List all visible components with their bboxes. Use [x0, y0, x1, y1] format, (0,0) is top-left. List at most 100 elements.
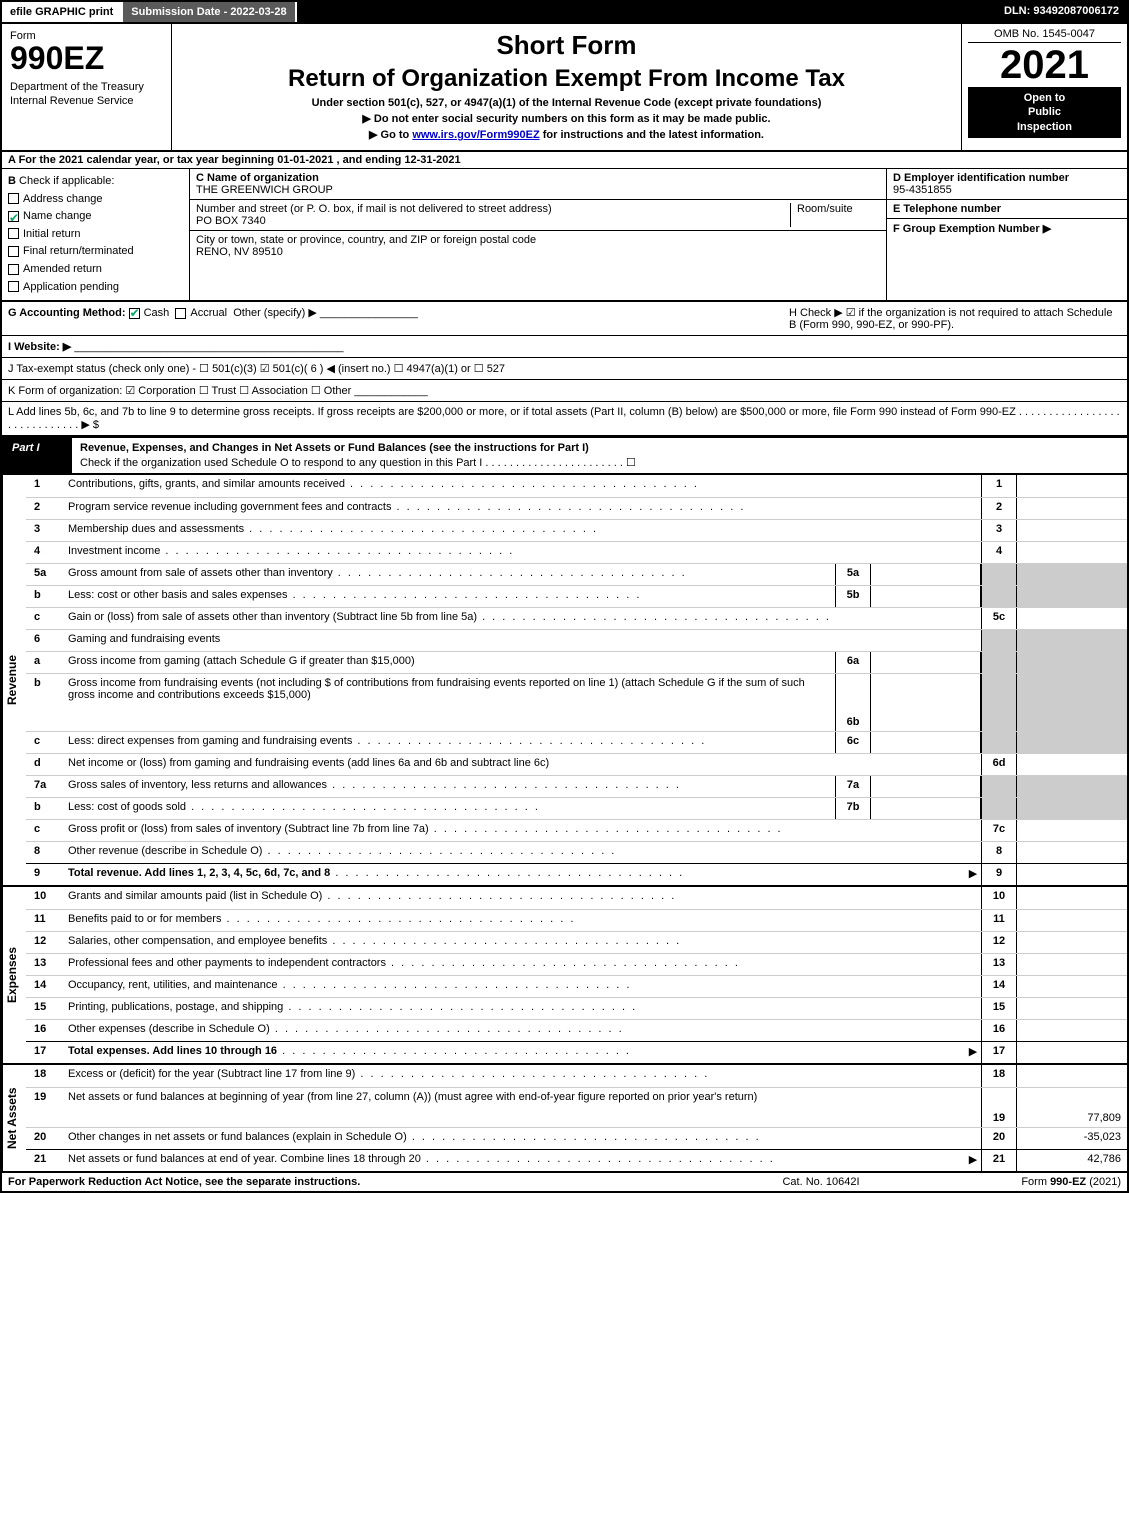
address-change-checkbox[interactable]: [8, 193, 19, 204]
line-6c: c Less: direct expenses from gaming and …: [26, 731, 1127, 753]
line-5b-num: b: [26, 586, 64, 607]
line-6c-rnum: [981, 732, 1017, 753]
line-6a-desc: Gross income from gaming (attach Schedul…: [64, 652, 835, 673]
section-a: A For the 2021 calendar year, or tax yea…: [0, 152, 1129, 168]
revenue-lines: 1 Contributions, gifts, grants, and simi…: [26, 475, 1127, 885]
line-5b-rval: [1017, 586, 1127, 607]
line-5a-num: 5a: [26, 564, 64, 585]
accrual-checkbox[interactable]: [175, 308, 186, 319]
expenses-block: Expenses 10 Grants and similar amounts p…: [0, 887, 1129, 1065]
subtitle-3: ▶ Go to www.irs.gov/Form990EZ for instru…: [180, 128, 953, 141]
line-7a-mid: 7a: [835, 776, 871, 797]
initial-return-label: Initial return: [23, 228, 80, 240]
line-9-val: [1017, 864, 1127, 885]
line-14-val: [1017, 976, 1127, 997]
line-6b-desc: Gross income from fundraising events (no…: [64, 674, 835, 731]
line-10-rnum: 10: [981, 887, 1017, 909]
room-suite-label: Room/suite: [797, 203, 853, 215]
line-1-rnum: 1: [981, 475, 1017, 497]
page-footer: For Paperwork Reduction Act Notice, see …: [0, 1173, 1129, 1193]
line-5a-rval: [1017, 564, 1127, 585]
line-8-rnum: 8: [981, 842, 1017, 863]
line-6a-rval: [1017, 652, 1127, 673]
line-21-desc: Net assets or fund balances at end of ye…: [64, 1150, 965, 1171]
application-pending-checkbox[interactable]: [8, 281, 19, 292]
name-change-label: Name change: [23, 210, 92, 222]
line-5a: 5a Gross amount from sale of assets othe…: [26, 563, 1127, 585]
line-5c-val: [1017, 608, 1127, 629]
name-change-checkbox[interactable]: [8, 211, 19, 222]
line-6b-num: b: [26, 674, 64, 731]
line-21-arrow-icon: ▶: [965, 1150, 981, 1171]
line-6d-num: d: [26, 754, 64, 775]
line-1: 1 Contributions, gifts, grants, and simi…: [26, 475, 1127, 497]
line-18-num: 18: [26, 1065, 64, 1087]
line-3-val: [1017, 520, 1127, 541]
line-4-val: [1017, 542, 1127, 563]
ein-label: D Employer identification number: [893, 172, 1069, 184]
main-title: Return of Organization Exempt From Incom…: [180, 65, 953, 93]
line-20-num: 20: [26, 1128, 64, 1149]
line-17-desc: Total expenses. Add lines 10 through 16: [64, 1042, 965, 1063]
line-3-rnum: 3: [981, 520, 1017, 541]
final-return-label: Final return/terminated: [23, 245, 134, 257]
line-7b: b Less: cost of goods sold 7b: [26, 797, 1127, 819]
cash-checkbox[interactable]: [129, 308, 140, 319]
form-code: 990EZ: [10, 42, 163, 74]
line-18-val: [1017, 1065, 1127, 1087]
line-12: 12 Salaries, other compensation, and emp…: [26, 931, 1127, 953]
line-11-rnum: 11: [981, 910, 1017, 931]
part-1-label: Part I: [2, 438, 72, 473]
line-3-desc: Membership dues and assessments: [64, 520, 981, 541]
line-1-num: 1: [26, 475, 64, 497]
footer-center: Cat. No. 10642I: [721, 1176, 921, 1188]
top-bar: efile GRAPHIC print Submission Date - 20…: [0, 0, 1129, 24]
line-6a-mid: 6a: [835, 652, 871, 673]
initial-return-checkbox[interactable]: [8, 228, 19, 239]
line-20: 20 Other changes in net assets or fund b…: [26, 1127, 1127, 1149]
line-5a-rnum: [981, 564, 1017, 585]
line-6a: a Gross income from gaming (attach Sched…: [26, 651, 1127, 673]
sub3-post: for instructions and the latest informat…: [540, 129, 764, 141]
part-1-header: Part I Revenue, Expenses, and Changes in…: [0, 437, 1129, 475]
line-9-rnum: 9: [981, 864, 1017, 885]
line-9-num: 9: [26, 864, 64, 885]
line-5a-midval: [871, 564, 981, 585]
row-l: L Add lines 5b, 6c, and 7b to line 9 to …: [0, 402, 1129, 437]
line-6a-num: a: [26, 652, 64, 673]
final-return-checkbox[interactable]: [8, 246, 19, 257]
line-7c-val: [1017, 820, 1127, 841]
line-8-val: [1017, 842, 1127, 863]
line-17-val: [1017, 1042, 1127, 1063]
line-12-desc: Salaries, other compensation, and employ…: [64, 932, 981, 953]
line-13-rnum: 13: [981, 954, 1017, 975]
line-12-rnum: 12: [981, 932, 1017, 953]
info-grid: B Check if applicable: Address change Na…: [0, 168, 1129, 302]
submission-date-label: Submission Date - 2022-03-28: [123, 2, 296, 22]
line-6-rval: [1017, 630, 1127, 651]
form-header: Form 990EZ Department of the Treasury In…: [0, 24, 1129, 152]
line-5a-desc: Gross amount from sale of assets other t…: [64, 564, 835, 585]
line-14-rnum: 14: [981, 976, 1017, 997]
line-6b-midval: [871, 674, 981, 731]
line-18-rnum: 18: [981, 1065, 1017, 1087]
open-to-public-box: Open to Public Inspection: [968, 87, 1121, 138]
line-15-val: [1017, 998, 1127, 1019]
amended-return-checkbox[interactable]: [8, 264, 19, 275]
line-7b-num: b: [26, 798, 64, 819]
line-7b-rnum: [981, 798, 1017, 819]
line-6c-midval: [871, 732, 981, 753]
line-14-desc: Occupancy, rent, utilities, and maintena…: [64, 976, 981, 997]
ein-value: 95-4351855: [893, 184, 952, 196]
line-5b-midval: [871, 586, 981, 607]
row-k: K Form of organization: ☑ Corporation ☐ …: [0, 380, 1129, 402]
efile-print-label[interactable]: efile GRAPHIC print: [2, 2, 123, 22]
line-19-num: 19: [26, 1088, 64, 1127]
line-6a-midval: [871, 652, 981, 673]
line-12-num: 12: [26, 932, 64, 953]
line-13-val: [1017, 954, 1127, 975]
line-4-desc: Investment income: [64, 542, 981, 563]
irs-link[interactable]: www.irs.gov/Form990EZ: [412, 129, 539, 141]
line-2-num: 2: [26, 498, 64, 519]
line-11-num: 11: [26, 910, 64, 931]
